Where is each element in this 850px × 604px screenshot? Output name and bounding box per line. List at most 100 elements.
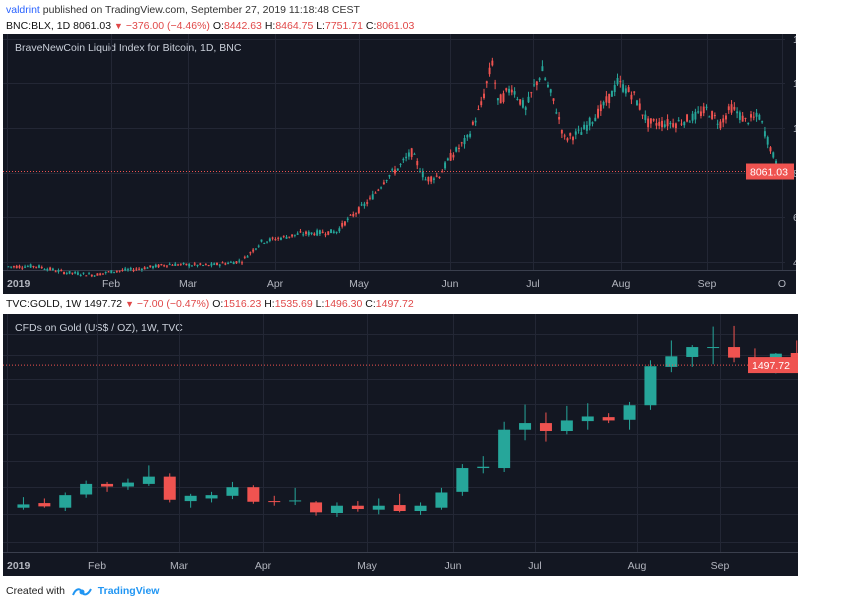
candle-body[interactable] — [393, 505, 406, 512]
candle-body[interactable] — [460, 142, 463, 144]
candle-body[interactable] — [758, 114, 761, 120]
candle-body[interactable] — [410, 148, 413, 157]
candle-body[interactable] — [521, 100, 524, 108]
candle-body[interactable] — [616, 78, 619, 85]
candle-body[interactable] — [17, 504, 30, 508]
candle-body[interactable] — [519, 423, 532, 430]
candle-body[interactable] — [544, 78, 547, 80]
candle-body[interactable] — [321, 231, 324, 234]
candle-body[interactable] — [277, 237, 280, 239]
candle-body[interactable] — [702, 106, 705, 114]
candle-body[interactable] — [138, 268, 141, 270]
candle-body[interactable] — [90, 274, 93, 277]
candle-body[interactable] — [343, 221, 346, 226]
candle-body[interactable] — [54, 271, 57, 273]
candle-body[interactable] — [539, 423, 552, 432]
candle-body[interactable] — [335, 231, 338, 233]
candle-body[interactable] — [499, 94, 502, 104]
candle-body[interactable] — [498, 429, 511, 469]
candle-body[interactable] — [171, 264, 174, 266]
candle-body[interactable] — [707, 347, 720, 349]
candle-body[interactable] — [35, 266, 38, 268]
candle-body[interactable] — [569, 133, 572, 136]
candle-body[interactable] — [46, 268, 49, 271]
candle-body[interactable] — [107, 271, 110, 273]
candle-body[interactable] — [299, 231, 302, 233]
candle-body[interactable] — [289, 500, 302, 502]
candle-body[interactable] — [761, 121, 764, 123]
candle-body[interactable] — [463, 138, 466, 145]
candle-body[interactable] — [480, 101, 483, 106]
candle-body[interactable] — [733, 106, 736, 110]
candle-body[interactable] — [288, 236, 291, 238]
candle-body[interactable] — [432, 178, 435, 180]
candle-body[interactable] — [485, 81, 488, 84]
candle-body[interactable] — [101, 273, 104, 275]
candle-body[interactable] — [686, 347, 699, 357]
candle-body[interactable] — [722, 118, 725, 123]
candle-body[interactable] — [555, 112, 558, 114]
candle-body[interactable] — [202, 265, 205, 267]
candle-body[interactable] — [127, 269, 129, 271]
gold-chart-svg[interactable]: 1560.001520.001480.001440.001390.001350.… — [3, 314, 798, 576]
candle-body[interactable] — [302, 234, 305, 236]
candle-body[interactable] — [182, 263, 185, 265]
candle-body[interactable] — [599, 104, 602, 112]
candle-body[interactable] — [60, 270, 63, 272]
candle-body[interactable] — [157, 264, 160, 268]
candle-body[interactable] — [296, 233, 299, 235]
candle-body[interactable] — [755, 112, 758, 117]
candle-body[interactable] — [196, 264, 199, 267]
candle-body[interactable] — [330, 505, 343, 513]
candle-body[interactable] — [752, 116, 755, 118]
candle-body[interactable] — [15, 265, 18, 269]
candle-body[interactable] — [205, 495, 218, 499]
candle-body[interactable] — [318, 230, 321, 235]
candle-body[interactable] — [385, 180, 388, 182]
candle-body[interactable] — [229, 261, 232, 263]
candle-body[interactable] — [672, 123, 675, 127]
candle-body[interactable] — [652, 119, 655, 121]
candle-body[interactable] — [291, 234, 294, 237]
candle-body[interactable] — [630, 94, 633, 100]
gold-chart-pane[interactable]: CFDs on Gold (US$ / OZ), 1W, TVC 1560.00… — [3, 314, 798, 576]
candle-body[interactable] — [254, 248, 257, 250]
candle-body[interactable] — [605, 96, 608, 103]
candle-body[interactable] — [129, 267, 132, 270]
candle-body[interactable] — [699, 111, 702, 116]
candle-body[interactable] — [38, 503, 51, 507]
candle-body[interactable] — [505, 88, 508, 91]
candle-body[interactable] — [541, 66, 544, 72]
candle-body[interactable] — [104, 271, 107, 273]
candle-body[interactable] — [357, 207, 360, 214]
candle-body[interactable] — [407, 152, 410, 157]
candle-body[interactable] — [619, 81, 622, 83]
candle-body[interactable] — [394, 169, 396, 174]
candle-body[interactable] — [510, 89, 513, 93]
candle-body[interactable] — [538, 78, 541, 80]
candle-body[interactable] — [243, 256, 246, 258]
candle-body[interactable] — [516, 98, 519, 100]
candle-body[interactable] — [388, 175, 391, 177]
candle-body[interactable] — [766, 137, 769, 145]
candle-body[interactable] — [708, 116, 711, 118]
candle-body[interactable] — [694, 111, 697, 120]
candle-body[interactable] — [74, 271, 77, 274]
candle-body[interactable] — [680, 123, 683, 125]
candle-body[interactable] — [341, 223, 344, 227]
candle-body[interactable] — [82, 272, 85, 274]
candle-body[interactable] — [140, 268, 143, 271]
candle-body[interactable] — [413, 153, 416, 155]
candle-body[interactable] — [71, 272, 74, 274]
candle-body[interactable] — [327, 231, 330, 235]
candle-body[interactable] — [227, 262, 230, 264]
candle-body[interactable] — [226, 487, 239, 496]
candle-body[interactable] — [566, 138, 569, 141]
candle-body[interactable] — [527, 96, 530, 103]
candle-body[interactable] — [163, 265, 166, 267]
candle-body[interactable] — [513, 91, 516, 95]
candle-body[interactable] — [455, 147, 458, 152]
candle-body[interactable] — [414, 505, 427, 512]
candle-body[interactable] — [238, 260, 241, 262]
candle-body[interactable] — [29, 264, 32, 268]
